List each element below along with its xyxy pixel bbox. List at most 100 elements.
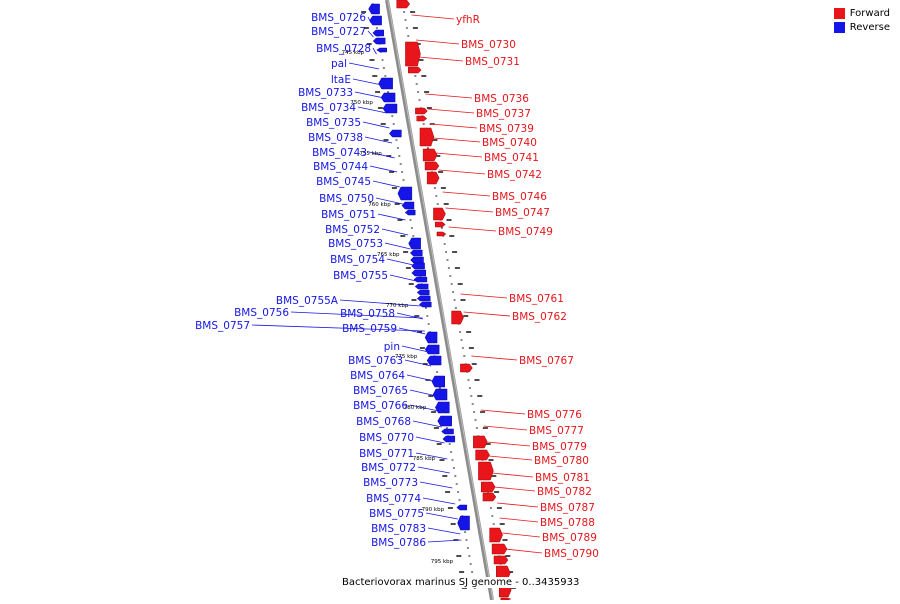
- reverse-gene-label: BMS_0786: [371, 537, 426, 549]
- forward-gene-block: [451, 310, 464, 325]
- reverse-leader-line: [415, 436, 445, 444]
- forward-gene-block: [405, 41, 421, 67]
- reverse-gene-label: BMS_0750: [319, 193, 374, 205]
- legend-reverse-label: Reverse: [849, 22, 890, 33]
- forward-gene-block: [419, 127, 435, 147]
- reverse-gene-block: [409, 249, 423, 257]
- reverse-leader-line: [398, 327, 426, 335]
- forward-leader-line: [502, 532, 541, 538]
- reverse-gene-label: BMS_0764: [350, 370, 405, 382]
- reverse-gene-label: BMS_0770: [359, 432, 414, 444]
- reverse-gene-label: BMS_0733: [298, 87, 353, 99]
- reverse-gene-block: [416, 295, 431, 302]
- genome-backbone-highlight: [387, 0, 494, 601]
- reverse-gene-block: [408, 237, 421, 250]
- forward-leader-line: [480, 409, 526, 415]
- reverse-gene-label: BMS_0753: [328, 238, 383, 250]
- reverse-gene-block: [380, 92, 396, 103]
- forward-gene-label: BMS_0742: [487, 169, 542, 181]
- forward-gene-label: BMS_0749: [498, 226, 553, 238]
- forward-leader-line: [430, 123, 478, 129]
- reverse-gene-block: [378, 77, 393, 90]
- forward-gene-label: BMS_0782: [537, 486, 592, 498]
- genome-backbone: [385, 0, 494, 601]
- reverse-leader-line: [425, 512, 458, 520]
- reverse-gene-label: BMS_0774: [366, 493, 421, 505]
- forward-gene-block: [436, 231, 447, 237]
- reverse-gene-label: pal: [331, 58, 347, 70]
- forward-gene-block: [426, 171, 440, 185]
- reverse-leader-line: [251, 324, 425, 332]
- reverse-gene-block: [441, 428, 454, 435]
- forward-gene-label: BMS_0789: [542, 532, 597, 544]
- forward-gene-block: [424, 161, 440, 171]
- forward-swatch: [833, 8, 845, 19]
- reverse-gene-label: BMS_0766: [353, 400, 408, 412]
- scale-label: 750 kbp: [350, 100, 373, 106]
- forward-gene-label: BMS_0781: [535, 472, 590, 484]
- reverse-gene-block: [418, 301, 432, 308]
- reverse-leader-line: [427, 539, 462, 543]
- forward-gene-label: BMS_0739: [479, 123, 534, 135]
- reverse-leader-line: [422, 497, 456, 505]
- reverse-leader-line: [406, 374, 434, 382]
- reverse-gene-label: BMS_0765: [353, 385, 408, 397]
- reverse-leader-line: [409, 404, 440, 412]
- reverse-gene-label: BMS_0772: [361, 462, 416, 474]
- scale-label: 775 kbp: [395, 354, 418, 360]
- forward-gene-block: [408, 66, 422, 74]
- forward-gene-label: BMS_0762: [512, 311, 567, 323]
- reverse-gene-label: BMS_0755A: [276, 295, 339, 307]
- reverse-leader-line: [389, 274, 417, 282]
- scale-label: 745 kbp: [342, 50, 365, 56]
- forward-leader-line: [415, 39, 460, 45]
- reverse-leader-line: [362, 121, 390, 129]
- forward-gene-block: [478, 461, 494, 481]
- reverse-leader-line: [396, 312, 423, 320]
- reverse-leader-line: [415, 452, 448, 460]
- forward-leader-line: [483, 425, 528, 431]
- reverse-leader-line: [368, 151, 395, 159]
- reverse-gene-block: [382, 103, 398, 114]
- reverse-gene-label: BMS_0768: [356, 416, 411, 428]
- forward-gene-label: BMS_0741: [484, 152, 539, 164]
- legend-reverse: Reverse: [833, 22, 890, 33]
- reverse-leader-line: [364, 136, 393, 144]
- reverse-gene-block: [456, 504, 468, 511]
- reverse-leader-line: [384, 242, 411, 250]
- legend-forward: Forward: [833, 8, 890, 19]
- reverse-gene-block: [372, 37, 386, 45]
- reverse-gene-label: ltaE: [331, 74, 351, 86]
- forward-gene-label: BMS_0779: [532, 441, 587, 453]
- reverse-gene-label: pin: [384, 341, 400, 353]
- reverse-leader-line: [290, 311, 423, 319]
- legend: Forward Reverse: [833, 8, 890, 36]
- legend-forward-label: Forward: [849, 8, 890, 19]
- reverse-gene-label: BMS_0743: [312, 147, 367, 159]
- reverse-leader-line: [375, 197, 403, 205]
- reverse-leader-line: [377, 213, 406, 221]
- forward-gene-label: BMS_0787: [540, 502, 595, 514]
- reverse-swatch: [833, 22, 845, 33]
- forward-gene-block: [460, 363, 473, 373]
- reverse-gene-block: [372, 29, 385, 37]
- forward-gene-label: BMS_0790: [544, 548, 599, 560]
- reverse-gene-label: BMS_0726: [311, 12, 366, 24]
- scale-label: 795 kbp: [431, 559, 454, 565]
- forward-gene-block: [396, 0, 411, 9]
- reverse-gene-block: [435, 401, 450, 414]
- forward-leader-line: [499, 517, 539, 523]
- scale-label: 755 kbp: [359, 151, 382, 157]
- reverse-gene-label: BMS_0773: [363, 477, 418, 489]
- scale-label: 765 kbp: [377, 252, 400, 258]
- reverse-gene-label: BMS_0735: [306, 117, 361, 129]
- forward-gene-label: BMS_0746: [492, 191, 547, 203]
- reverse-gene-block: [424, 331, 438, 344]
- reverse-gene-block: [457, 515, 470, 531]
- reverse-leader-line: [339, 299, 421, 307]
- forward-leader-line: [425, 93, 473, 99]
- forward-gene-label: yfhR: [456, 14, 480, 26]
- reverse-gene-block: [369, 15, 382, 26]
- reverse-leader-line: [404, 359, 432, 367]
- forward-leader-line: [460, 293, 508, 299]
